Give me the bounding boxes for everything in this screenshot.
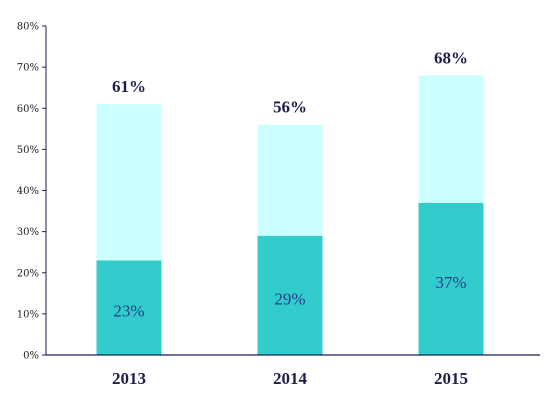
x-axis: 2013 2014 2015: [46, 354, 540, 388]
y-tick-label: 50%: [17, 145, 39, 156]
x-category-label: 2013: [112, 369, 146, 388]
y-tick-label: 60%: [17, 104, 39, 115]
x-category-label: 2015: [434, 369, 468, 388]
y-tick-label: 80%: [17, 22, 39, 33]
y-tick-label: 20%: [17, 268, 39, 279]
y-tick-label: 40%: [17, 186, 39, 197]
bars-group: [96, 75, 484, 355]
bar-2014-segment-2: [257, 124, 323, 236]
total-value-label: 68%: [434, 48, 468, 67]
bar-2013-segment-2: [96, 104, 162, 261]
bar-2014-segment-1: [257, 235, 323, 355]
y-tick-label: 10%: [17, 309, 39, 320]
x-category-label: 2014: [273, 369, 308, 388]
bar-2013-segment-1: [96, 260, 162, 355]
y-tick-label: 70%: [17, 63, 39, 74]
inner-value-label: 23%: [113, 302, 144, 321]
total-value-label: 61%: [112, 77, 146, 96]
total-value-label: 56%: [273, 98, 307, 117]
y-axis: 0% 10% 20% 30% 40% 50% 60% 70% 80%: [17, 22, 47, 362]
bar-2015-segment-1: [418, 202, 484, 355]
inner-value-label: 29%: [274, 289, 305, 308]
inner-value-label: 37%: [435, 273, 466, 292]
y-tick-label: 30%: [17, 227, 39, 238]
data-labels-group: 23% 61% 29% 56% 37% 68%: [112, 48, 468, 320]
y-tick-label: 0%: [23, 351, 39, 362]
bar-2015-segment-2: [418, 75, 484, 203]
